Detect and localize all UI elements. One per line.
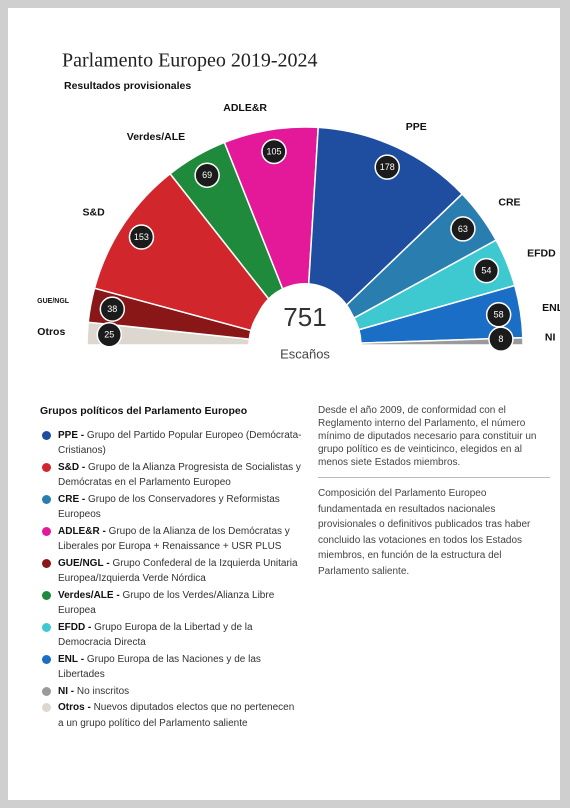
- seat-badge: [374, 154, 400, 180]
- legend-description: Grupo Confederal de la Izquierda Unitari…: [58, 557, 298, 585]
- legend-dot: [42, 558, 51, 568]
- legend-dot: [42, 494, 51, 504]
- segment-name: GUE/NGL: [37, 298, 70, 305]
- legend-name: Verdes/ALE: [58, 589, 114, 601]
- legend-name: CRE: [58, 493, 80, 505]
- note: Desde el año 2009, de conformidad con el…: [318, 405, 537, 468]
- legend-name: S&D: [58, 461, 80, 473]
- legend-sep: -: [88, 621, 92, 633]
- legend-dot: [42, 590, 51, 600]
- legend-title: Grupos políticos del Parlamento Europeo: [40, 405, 248, 417]
- legend-sep: -: [106, 557, 110, 569]
- segment-name: NI: [545, 332, 556, 344]
- seat-segment: [360, 336, 524, 346]
- legend-name: NI: [58, 685, 68, 697]
- seat-badge: [473, 257, 500, 284]
- frame: Parlamento Europeo 2019-2024 Resultados …: [8, 8, 560, 800]
- seat-count: 63: [458, 224, 468, 234]
- legend-item: EFDD - Grupo Europa de la Libertad y de …: [40, 620, 302, 651]
- legend-dot: [42, 462, 51, 472]
- seat-badge: [488, 326, 514, 352]
- seat-count: 38: [107, 304, 117, 314]
- legend-description: No inscritos: [76, 685, 130, 697]
- center-disc: [253, 283, 357, 387]
- legend-item: CRE - Grupo de los Conservadores y Refor…: [40, 492, 302, 523]
- chart: Parlamento Europeo 2019-2024 Resultados …: [37, 50, 560, 387]
- legend-item: PPE - Grupo del Partido Popular Europeo …: [40, 428, 302, 459]
- legend-description: Nuevos diputados electos que no pertenec…: [58, 702, 295, 729]
- legend-sep: -: [81, 461, 86, 473]
- segment-name: ENL: [542, 302, 560, 314]
- seat-count: 58: [494, 310, 504, 320]
- legend-description: Grupo del Partido Popular Europeo (Demóc…: [58, 429, 302, 457]
- legend-name: ADLE&R: [58, 525, 100, 537]
- legend-sep: -: [87, 702, 91, 713]
- seat-count: 153: [134, 232, 149, 242]
- segment-name: CRE: [498, 197, 520, 209]
- segment-name: EFDD: [527, 248, 556, 260]
- seat-segment: [93, 172, 272, 332]
- legend-name: Otros: [58, 702, 85, 713]
- legend-dot: [42, 686, 51, 696]
- legend-item: ADLE&R - Grupo de la Alianza de los Demó…: [40, 524, 302, 555]
- seat-badge: [194, 162, 220, 188]
- legend-name: GUE/NGL: [58, 557, 104, 569]
- legend-sep: -: [70, 685, 75, 697]
- legend-dot: [42, 526, 51, 536]
- legend-dot: [42, 654, 51, 664]
- note: Composición del Parlamento Europeo funda…: [318, 477, 550, 579]
- chart-subtitle: Resultados provisionales: [64, 80, 191, 92]
- legend-description: Grupo de los Verdes/Alianza Libre Europe…: [58, 589, 275, 617]
- legend-sep: -: [116, 589, 120, 601]
- seat-badge: [96, 322, 123, 348]
- legend-item: Verdes/ALE - Grupo de los Verdes/Alianza…: [40, 588, 302, 619]
- total: 751: [283, 302, 326, 332]
- notes: Desde el año 2009, de conformidad con el…: [318, 404, 550, 587]
- total-label: Escaños: [280, 346, 330, 361]
- seat-badge: [128, 224, 155, 250]
- legend-sep: -: [81, 493, 86, 505]
- legend-item: S&D - Grupo de la Alianza Progresista de…: [40, 460, 302, 491]
- legend-item: GUE/NGL - Grupo Confederal de la Izquier…: [40, 556, 302, 587]
- legend-sep: -: [102, 525, 106, 537]
- segment-name: Verdes/ALE: [127, 131, 185, 143]
- seat-count: 69: [202, 170, 212, 180]
- legend-description: Grupo de la Alianza de los Demócratas y …: [58, 525, 290, 553]
- legend-dot: [42, 703, 51, 712]
- seat-count: 25: [104, 330, 114, 340]
- legend-name: EFDD: [58, 621, 86, 633]
- seat-count: 8: [498, 334, 503, 344]
- legend-description: Grupo Europa de las Naciones y de las Li…: [58, 653, 261, 681]
- seat-badge: [99, 296, 126, 322]
- legend-description: Grupo Europa de la Libertad y de la Demo…: [58, 621, 253, 649]
- legend-sep: -: [80, 429, 85, 441]
- segment-name: PPE: [406, 121, 427, 133]
- legend-item: Otros - Nuevos diputados electos que no …: [40, 700, 302, 731]
- legend: Grupos políticos del Parlamento Europeo …: [40, 404, 302, 732]
- legend-item: ENL - Grupo Europa de las Naciones y de …: [40, 652, 302, 683]
- chart-title: Parlamento Europeo 2019-2024: [62, 50, 318, 72]
- legend-item: NI - No inscritos: [40, 684, 302, 700]
- segment-name: Otros: [37, 326, 65, 338]
- seat-count: 178: [380, 162, 395, 172]
- seat-badge: [261, 138, 287, 165]
- seat-count: 105: [266, 146, 281, 156]
- legend-sep: -: [80, 653, 85, 665]
- segment-name: S&D: [83, 207, 106, 219]
- seat-badge: [450, 216, 476, 242]
- segment-name: ADLE&R: [223, 102, 267, 114]
- legend-dot: [42, 430, 51, 440]
- legend-name: PPE: [58, 429, 79, 441]
- legend-description: Grupo de los Conservadores y Reformistas…: [58, 493, 280, 521]
- seat-count: 54: [481, 266, 491, 276]
- legend-name: ENL: [58, 653, 78, 665]
- legend-dot: [42, 622, 51, 632]
- legend-description: Grupo de la Alianza Progresista de Socia…: [58, 461, 301, 489]
